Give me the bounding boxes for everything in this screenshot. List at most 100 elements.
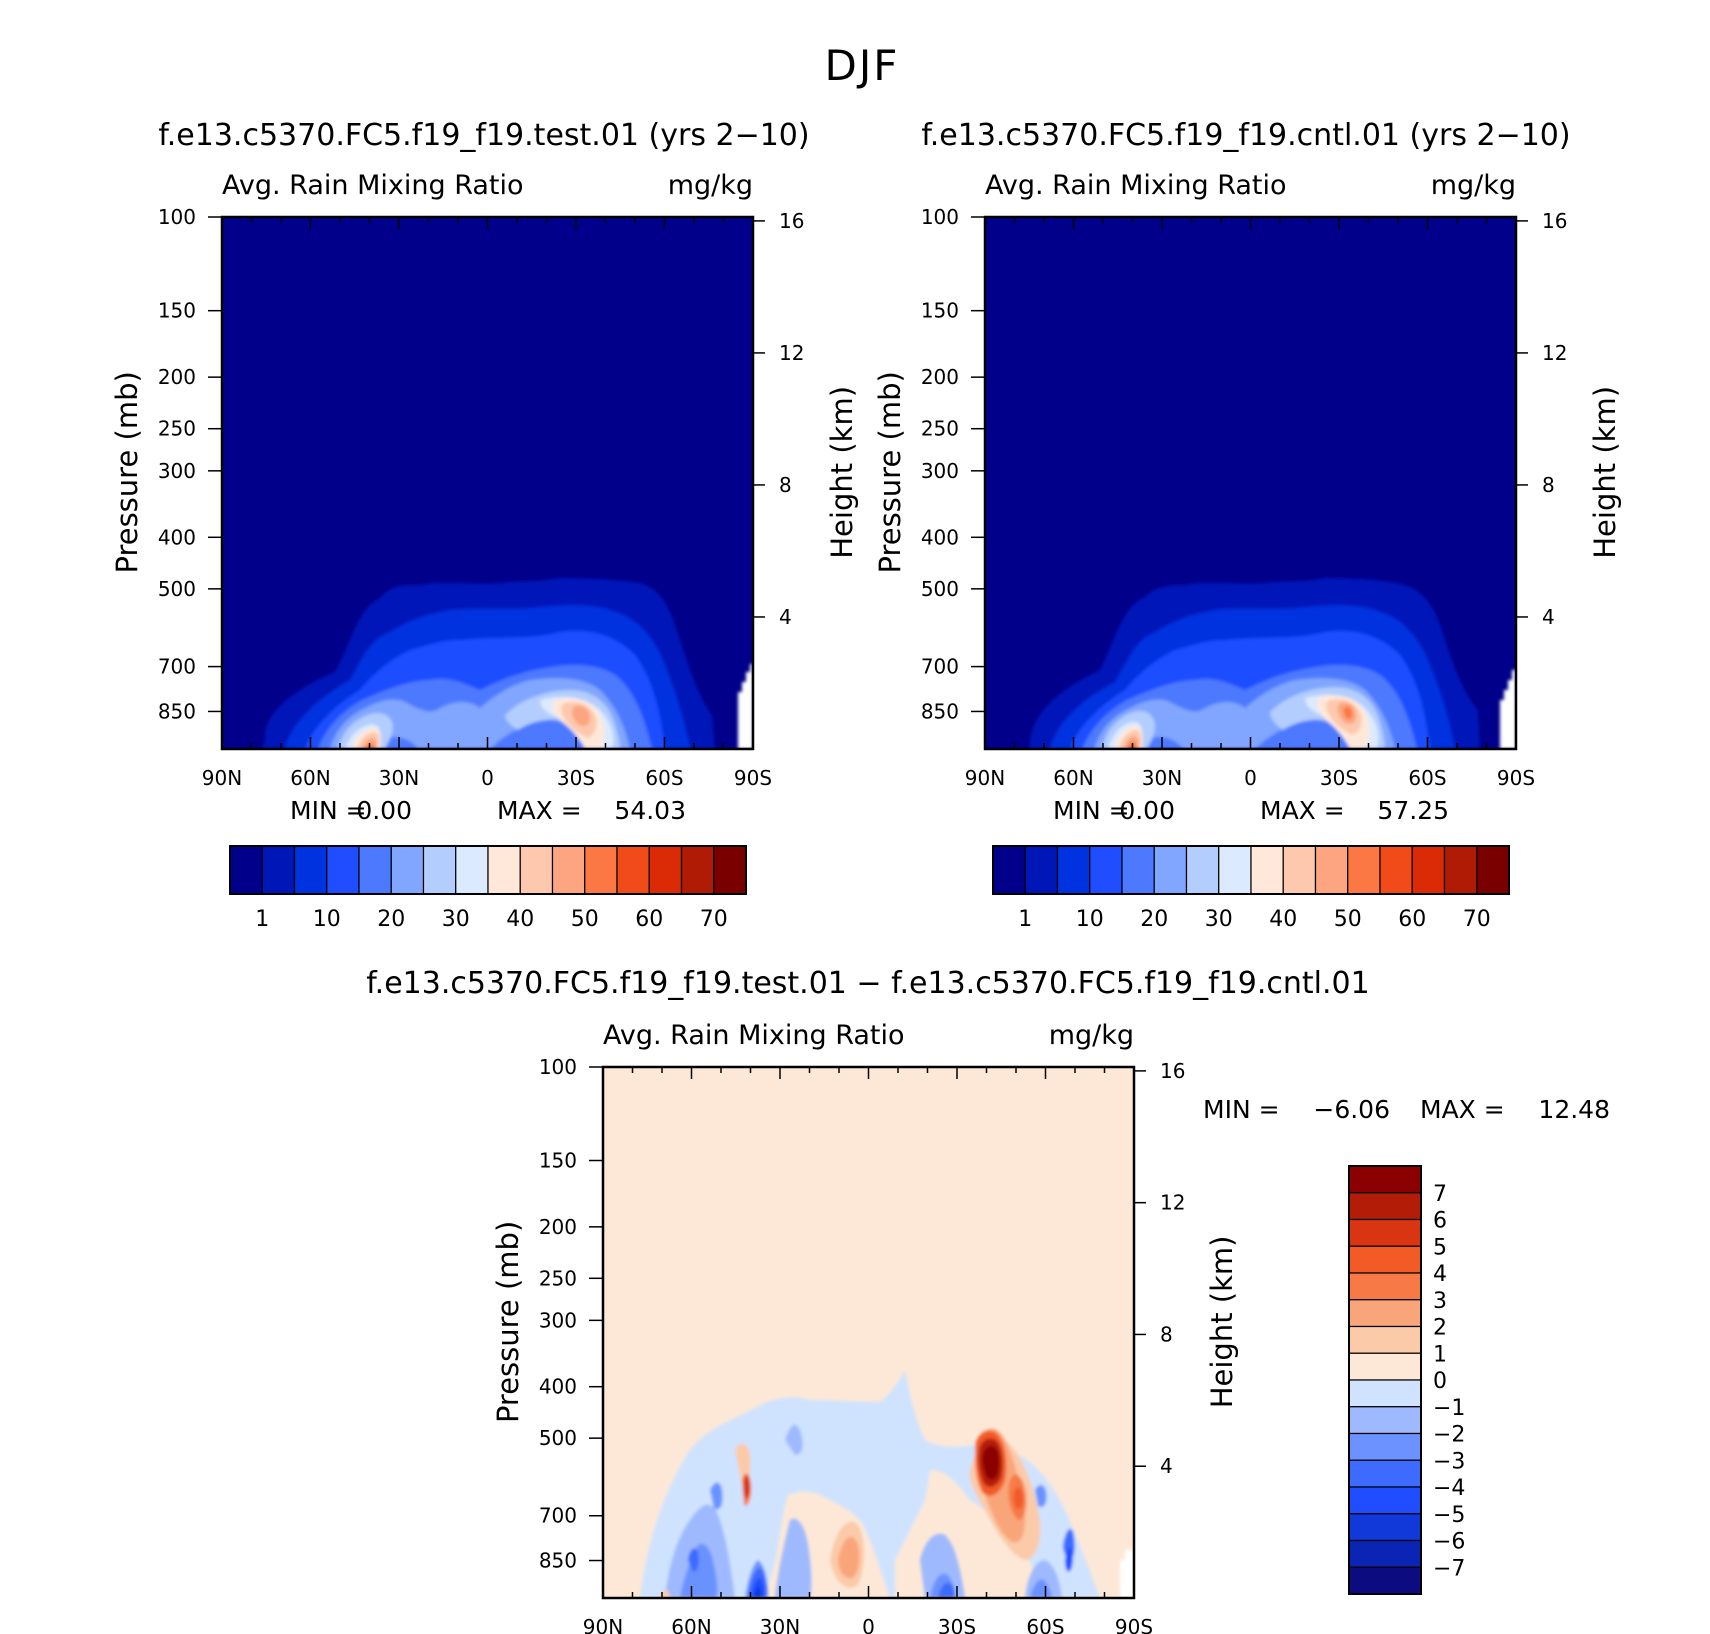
panel-test: f.e13.c5370.FC5.f19_f19.test.01 (yrs 2−1… — [110, 118, 859, 932]
colorbar-swatch — [519, 845, 554, 895]
colorbar-frame — [1348, 1165, 1422, 1595]
y-axis-label: Pressure (mb) — [110, 371, 144, 573]
axes: 90N 60N 30N 0 30S 60S 90S 100 150 200 250 300 400 500… — [873, 205, 1622, 790]
y2-tick-label: 12 — [1542, 341, 1567, 365]
colorbar-label: 5 — [1433, 1235, 1447, 1260]
contour-field — [603, 1067, 1134, 1598]
x-tick-label: 60S — [645, 766, 683, 790]
colorbar-swatch — [1411, 845, 1446, 895]
colorbar-swatch — [1348, 1325, 1422, 1354]
colorbar-swatch — [992, 845, 1026, 895]
colorbar-swatch — [1348, 1459, 1422, 1488]
y-tick-label: 100 — [158, 205, 196, 229]
x-tick-label: 90S — [1497, 766, 1535, 790]
units-label: mg/kg — [1431, 170, 1516, 201]
x-tick-label: 60S — [1026, 1615, 1064, 1634]
colorbar-label: 3 — [1433, 1289, 1447, 1314]
colorbar-label: 50 — [1334, 907, 1362, 932]
y-tick-label: 150 — [539, 1149, 577, 1173]
x-tick-label: 0 — [862, 1615, 875, 1634]
x-tick-label: 60N — [290, 766, 330, 790]
contour-level-7 — [1108, 694, 1379, 749]
colorbar-label: −4 — [1433, 1476, 1465, 1501]
units-label: mg/kg — [668, 170, 753, 201]
y-tick-label: 700 — [921, 655, 959, 679]
colorbar-swatch — [1348, 1486, 1422, 1515]
colorbar: 1 10 20 30 40 50 60 70 — [229, 845, 747, 932]
min-value: −6.06 — [1313, 1095, 1390, 1124]
colorbar-label: −3 — [1433, 1449, 1465, 1474]
colorbar-swatch — [1282, 845, 1317, 895]
colorbar-swatch — [1476, 845, 1510, 895]
figure-title: DJF — [825, 41, 900, 90]
axes: 90N 60N 30N 0 30S 60S 90S 100 150 200 250 300 400 500… — [491, 1055, 1239, 1634]
colorbar-swatch — [680, 845, 715, 895]
colorbar-swatch — [1348, 1352, 1422, 1381]
colorbar-label: 7 — [1433, 1182, 1447, 1207]
y-tick-label: 850 — [539, 1549, 577, 1573]
x-tick-label: 30N — [760, 1615, 800, 1634]
negative-level-3 — [680, 1482, 1052, 1598]
colorbar-swatch — [1250, 845, 1284, 895]
colorbar-swatch — [584, 845, 618, 895]
colorbar-label: −7 — [1433, 1556, 1465, 1581]
missing-data-90S — [1500, 670, 1516, 749]
y-tick-label: 200 — [921, 365, 959, 389]
colorbar-swatch — [1348, 1406, 1422, 1435]
x-tick-label: 60S — [1408, 766, 1446, 790]
missing-data-90S — [738, 664, 753, 749]
x-tick-label: 60N — [671, 1615, 711, 1634]
panel-title: f.e13.c5370.FC5.f19_f19.cntl.01 (yrs 2−1… — [921, 118, 1570, 153]
contour-field — [222, 217, 753, 749]
colorbar-label: 70 — [1463, 907, 1491, 932]
colorbar-swatch — [1348, 1432, 1422, 1461]
colorbar-label: 1 — [1018, 907, 1032, 932]
colorbar-swatch — [229, 845, 263, 895]
y-tick-label: 250 — [539, 1266, 577, 1290]
colorbar-swatch — [1347, 845, 1381, 895]
colorbar-swatch — [1218, 845, 1252, 895]
colorbar-swatch — [1348, 1513, 1422, 1542]
min-value: 0.00 — [1119, 796, 1175, 825]
colorbar-swatch — [1153, 845, 1188, 895]
colorbar-swatch — [326, 845, 360, 895]
colorbar: 1 10 20 30 40 50 60 70 — [992, 845, 1510, 932]
colorbar-swatch — [1314, 845, 1349, 895]
min-label: MIN = — [1203, 1095, 1280, 1124]
x-tick-label: 30N — [1142, 766, 1182, 790]
y-tick-label: 250 — [158, 417, 196, 441]
colorbar-swatch — [1348, 1379, 1422, 1408]
y-tick-label: 500 — [539, 1426, 577, 1450]
colorbar-swatch — [1348, 1566, 1422, 1595]
colorbar-swatch — [261, 845, 296, 895]
x-tick-label: 30N — [379, 766, 419, 790]
colorbar-swatch — [1024, 845, 1059, 895]
colorbar-label: 6 — [1433, 1209, 1447, 1234]
y2-tick-label: 4 — [1160, 1454, 1173, 1478]
max-value: 57.25 — [1377, 796, 1449, 825]
colorbar-label: 50 — [571, 907, 599, 932]
colorbar-label: 1 — [1433, 1342, 1447, 1367]
missing-data-90S — [1120, 1550, 1134, 1598]
colorbar-label: 4 — [1433, 1262, 1447, 1287]
max-label: MAX = — [1260, 796, 1345, 825]
max-label: MAX = — [497, 796, 582, 825]
colorbar-swatch — [1348, 1539, 1422, 1568]
axes: 90N 60N 30N 0 30S 60S 90S 100 150 200 250 300 400 500… — [110, 205, 859, 790]
colorbar-swatch — [1185, 845, 1220, 895]
field-label: Avg. Rain Mixing Ratio — [222, 170, 524, 201]
y2-tick-label: 12 — [1160, 1191, 1185, 1215]
colorbar-swatch — [1443, 845, 1478, 895]
colorbar-frame — [992, 845, 1510, 895]
y-tick-label: 150 — [921, 299, 959, 323]
y-tick-label: 300 — [921, 459, 959, 483]
colorbar-swatch — [455, 845, 489, 895]
x-tick-label: 0 — [1244, 766, 1257, 790]
y-tick-label: 500 — [158, 577, 196, 601]
colorbar-swatch — [1348, 1165, 1422, 1194]
x-tick-label: 90S — [1115, 1615, 1153, 1634]
y2-tick-label: 16 — [779, 209, 804, 233]
x-tick-label: 90N — [583, 1615, 623, 1634]
colorbar-swatch — [1348, 1245, 1422, 1274]
